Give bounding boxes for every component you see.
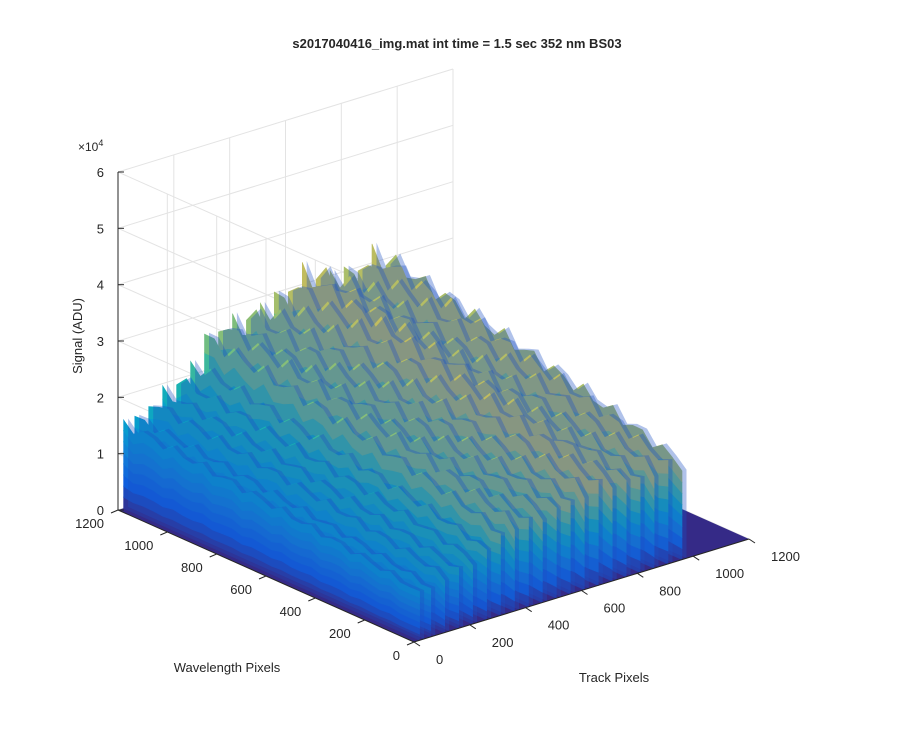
z-tick-label: 6 (97, 165, 104, 180)
x-tick-mark (748, 538, 756, 544)
x-tick-mark (581, 590, 588, 595)
x-tick-mark (637, 572, 644, 578)
z-exponent-base: ×10 (78, 140, 99, 154)
chart-title: s2017040416_img.mat int time = 1.5 sec 3… (292, 36, 621, 51)
x-tick-label: 400 (548, 618, 570, 633)
x-tick-label: 800 (659, 583, 681, 598)
surface-ridge (162, 384, 460, 576)
x-tick-mark (692, 555, 700, 561)
y-axis-label: Wavelength Pixels (174, 660, 281, 675)
surface-ridge (123, 418, 420, 599)
x-tick-mark (469, 624, 477, 630)
z-tick-label: 5 (97, 221, 104, 236)
x-tick-label: 1000 (715, 566, 744, 581)
surface-ridge (176, 378, 473, 574)
surface-ridge (204, 333, 501, 545)
z-tick-label: 0 (97, 503, 104, 518)
y-tick-mark (357, 619, 365, 624)
surface-ridge (190, 360, 487, 560)
z-tick-label: 3 (97, 334, 104, 349)
z-axis-label: Signal (ADU) (70, 298, 85, 374)
z-tick-label: 4 (97, 278, 104, 293)
x-tick-label: 600 (604, 601, 626, 616)
y-tick-label: 200 (329, 626, 351, 641)
z-tick-label: 1 (97, 447, 104, 462)
grid-line-z-back (117, 68, 454, 173)
x-tick-mark (525, 607, 532, 613)
surface-ridge (134, 415, 432, 595)
y-tick-mark (209, 553, 217, 558)
surface-ridge (301, 262, 599, 494)
y-tick-label: 800 (181, 560, 203, 575)
x-tick-label: 1200 (771, 549, 800, 564)
y-tick-label: 1200 (75, 516, 104, 531)
grid-line-z-back (117, 237, 454, 342)
y-tick-mark (258, 575, 267, 580)
y-tick-label: 1000 (124, 538, 153, 553)
x-tick-label: 0 (436, 652, 443, 667)
y-tick-label: 600 (230, 582, 252, 597)
y-tick-mark (406, 641, 415, 646)
x-tick-mark (413, 641, 421, 647)
y-tick-mark (110, 509, 119, 514)
tick-labels: 0200400600800100012000200400600800100012… (75, 165, 800, 667)
z-exponent-power: 4 (98, 138, 103, 148)
z-exponent: ×104 (78, 138, 103, 154)
x-tick-label: 200 (492, 635, 514, 650)
y-tick-mark (308, 597, 316, 602)
y-tick-label: 400 (280, 604, 302, 619)
surface-mesh (118, 242, 749, 642)
axis-lines (110, 171, 756, 647)
y-tick-mark (160, 531, 168, 536)
z-tick-label: 2 (97, 390, 104, 405)
grid-line-z-back (117, 124, 454, 229)
x-axis-label: Track Pixels (579, 670, 650, 685)
surface-ridge-side (128, 418, 425, 639)
grid-line-z-back (117, 181, 454, 286)
surface-ridge (148, 406, 446, 588)
y-tick-label: 0 (393, 648, 400, 663)
surface-ridge (273, 291, 571, 514)
